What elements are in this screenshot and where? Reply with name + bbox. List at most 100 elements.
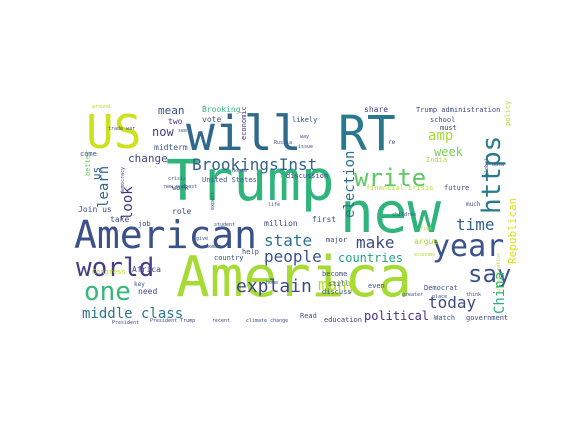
word-russia: Russia <box>274 140 292 146</box>
word-democrat: Democrat <box>424 284 458 292</box>
word-president-trump: President Trump <box>150 318 195 324</box>
word-write: write <box>354 164 426 192</box>
word-re: re <box>388 139 396 146</box>
word-discuss: discuss <box>322 288 352 296</box>
word-read: Read <box>300 312 317 320</box>
word-today: today <box>428 293 477 312</box>
word-become: become <box>322 270 347 278</box>
word-work: work <box>172 184 190 192</box>
word-explain: explain <box>236 276 312 297</box>
word-trump-administration: Trump administration <box>416 106 500 114</box>
word-amp: amp <box>428 128 453 144</box>
word-midterm: midterm <box>154 143 188 152</box>
word-middle-class: middle class <box>82 306 183 322</box>
word-world: world <box>76 253 154 283</box>
word-still: still <box>328 280 349 288</box>
word-need: need <box>138 287 157 296</box>
word-week: week <box>434 145 464 159</box>
word-help: help <box>242 248 259 256</box>
word-trade-war: trade war <box>108 126 135 132</box>
word-vote: vote <box>202 115 221 124</box>
word-now: now <box>152 125 174 139</box>
word-mean: mean <box>158 104 185 117</box>
word-will: will <box>186 106 302 162</box>
word-take: take <box>110 215 129 224</box>
word-brooking: Brooking <box>202 105 241 114</box>
word-much: much <box>466 201 481 208</box>
word-greater: greater <box>402 292 423 298</box>
word-million: million <box>264 219 298 228</box>
word-likely: likely <box>292 116 317 124</box>
word-join-us: Join us <box>78 205 112 214</box>
word-education: education <box>324 316 362 324</box>
word-major: major <box>326 236 347 244</box>
word-economy: economy <box>414 252 435 258</box>
word-school: school <box>430 116 455 124</box>
word-expert: expert <box>210 192 216 210</box>
word-think: think <box>466 292 481 298</box>
word-time: time <box>456 215 495 234</box>
word-us: US <box>86 105 141 159</box>
word-government: government <box>466 314 508 322</box>
word-future: future <box>444 184 469 192</box>
word-life: life <box>268 202 280 208</box>
word-change: change <box>128 152 168 165</box>
word-people: people <box>264 247 322 266</box>
word-even: even <box>368 282 385 290</box>
word-china: China <box>492 272 508 314</box>
word-around: around <box>92 104 110 110</box>
word-brookingsinst: BrookingsInst <box>192 155 317 174</box>
word-come: come <box>80 150 97 158</box>
word-woman: woman <box>206 244 221 250</box>
word-house: House <box>232 168 247 174</box>
word-new: new <box>340 181 441 246</box>
word-share: share <box>364 105 388 114</box>
word-look: look <box>120 186 136 220</box>
word-give: give <box>196 236 208 242</box>
word-countries: countries <box>338 251 403 265</box>
word-first: first <box>312 215 336 224</box>
word-home: home <box>266 280 278 286</box>
word-new-podcast: new podcast <box>164 184 197 190</box>
word-watch: Watch <box>434 314 455 322</box>
word-five: five <box>420 226 432 232</box>
word-data: data <box>492 162 504 168</box>
word-american: American <box>74 213 257 257</box>
word-us: us <box>90 167 103 180</box>
word-climate-change: climate change <box>246 318 288 324</box>
word-state: state <box>264 231 312 250</box>
word-place: place <box>432 294 447 300</box>
word-year: year <box>432 229 504 264</box>
word-rt: RT <box>338 106 396 162</box>
word-president: President <box>112 320 139 326</box>
word-political: political <box>364 309 429 323</box>
word-two: two <box>168 117 183 126</box>
word-learn: learn <box>96 166 112 208</box>
word-discussion: discussion <box>286 172 328 180</box>
word-africa: Africa <box>132 265 161 274</box>
word-make: make <box>356 233 395 252</box>
word-india: India <box>426 156 447 164</box>
word-many: many <box>318 275 357 294</box>
word-one: one <box>84 277 131 307</box>
word-issue: issue <box>298 144 313 150</box>
word-argue: argue <box>414 237 438 246</box>
word-congress: Congress <box>92 268 126 276</box>
word-country: country <box>214 254 244 262</box>
word-united-states: United States <box>202 176 257 184</box>
word-policy: policy <box>504 101 512 126</box>
word-must: must <box>440 124 457 132</box>
word-children: children <box>392 212 416 218</box>
word-america: America <box>176 245 412 310</box>
word-say: say <box>468 260 511 288</box>
word-see: see <box>178 128 187 134</box>
word-trump: Trump <box>166 149 335 214</box>
word-crisis: crisis <box>168 176 186 182</box>
word-democracy: democracy <box>120 167 126 194</box>
word-key: key <box>134 281 145 288</box>
word-election: election <box>342 151 358 218</box>
word-global: global <box>484 158 490 176</box>
word-student: student <box>214 222 235 228</box>
word-role: role <box>172 207 191 216</box>
